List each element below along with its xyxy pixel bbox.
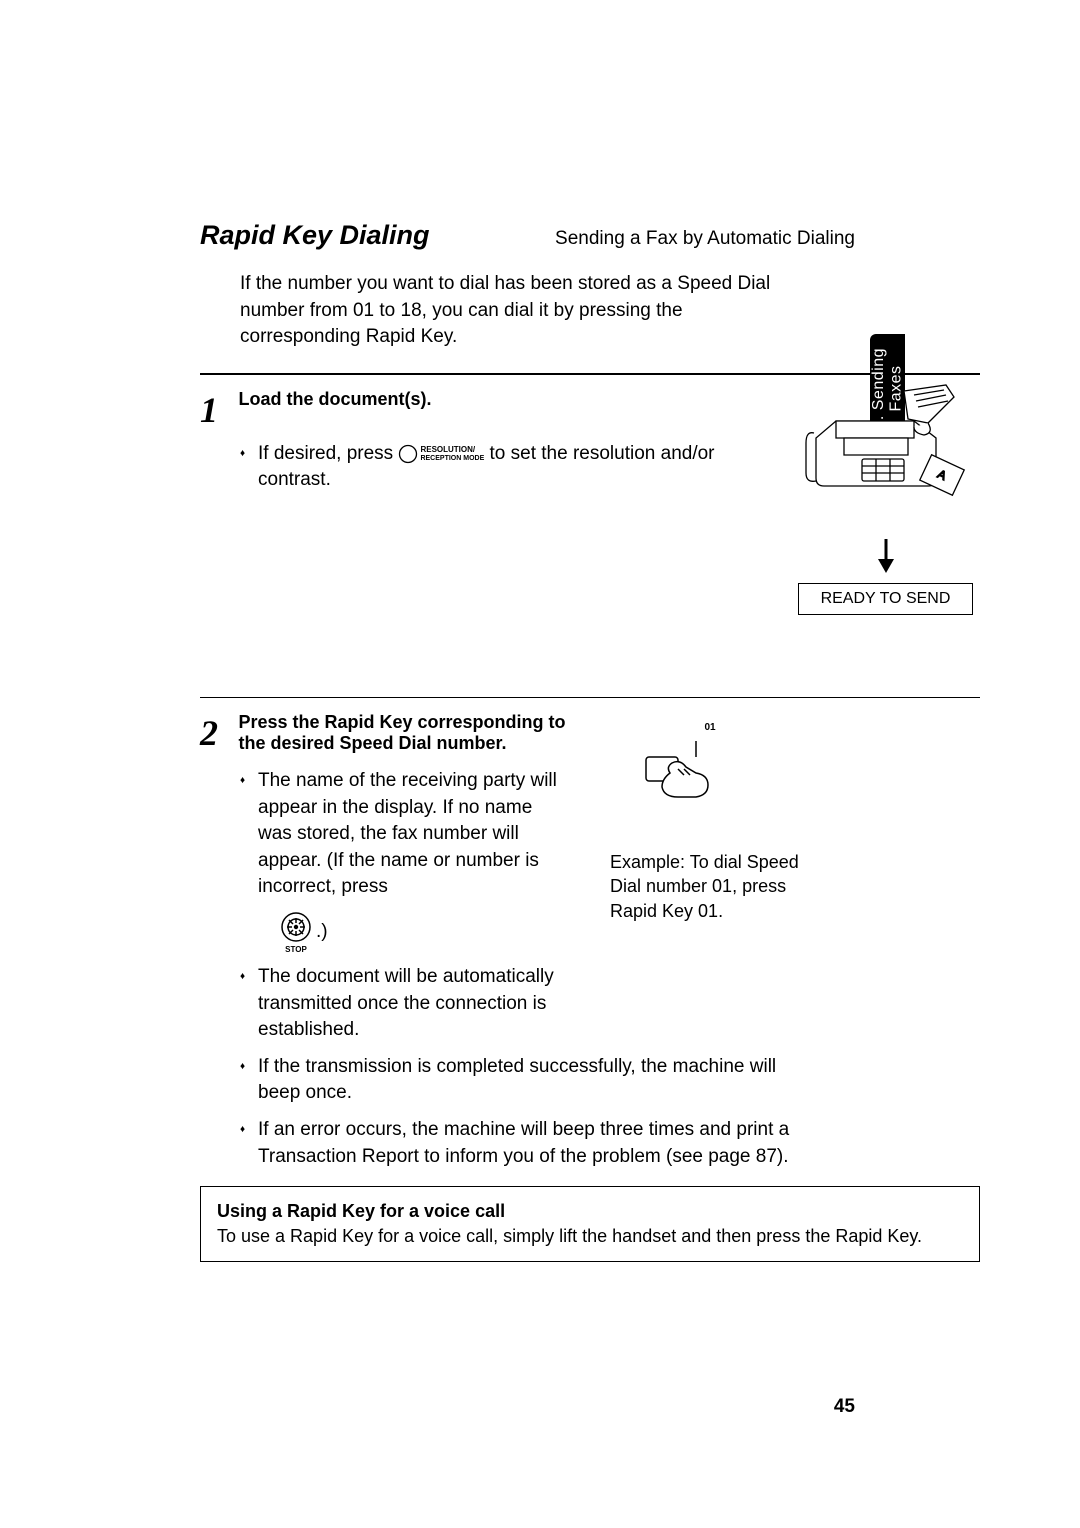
step-1-bullet-pre: If desired, press — [258, 443, 398, 464]
rapid-key-number-label: 01 — [610, 722, 810, 733]
intro-text: If the number you want to dial has been … — [240, 271, 800, 351]
page-header: Sending a Fax by Automatic Dialing — [555, 228, 855, 250]
step-2-number: 2 — [200, 712, 234, 754]
resolution-button-label: RESOLUTION/ RECEPTION MODE — [420, 446, 484, 462]
step-2-right-col: 01 Example: To d — [610, 722, 810, 923]
resolution-label-line2: RECEPTION MODE — [420, 455, 484, 462]
voice-call-note-body: To use a Rapid Key for a voice call, sim… — [217, 1224, 963, 1249]
voice-call-note: Using a Rapid Key for a voice call To us… — [200, 1186, 980, 1262]
fax-machine-illustration: A READY TO SEND — [796, 383, 976, 615]
stop-icon — [280, 911, 312, 943]
rapid-key-example: Example: To dial Speed Dial number 01, p… — [610, 850, 810, 923]
stop-label: STOP — [285, 945, 307, 954]
display-ready: READY TO SEND — [798, 583, 973, 615]
page-number: 45 — [834, 1396, 855, 1418]
voice-call-note-title: Using a Rapid Key for a voice call — [217, 1199, 963, 1224]
step-1-number: 1 — [200, 389, 234, 431]
step-2-bullet-4: If an error occurs, the machine will bee… — [240, 1117, 800, 1170]
arrow-down-icon — [796, 539, 976, 573]
step-1: 1 Load the document(s). If desired, pres… — [200, 375, 980, 697]
step-2-bullet-3: If the transmission is completed success… — [240, 1054, 800, 1107]
step-2: 2 Press the Rapid Key corresponding to t… — [200, 697, 980, 1281]
step-1-heading: Load the document(s). — [238, 389, 431, 409]
step-2-bullet-2: The document will be automatically trans… — [240, 964, 560, 1044]
rapid-key-illustration — [638, 739, 810, 814]
steps-container: 1 Load the document(s). If desired, pres… — [200, 373, 980, 1281]
resolution-button-icon: RESOLUTION/ RECEPTION MODE — [398, 444, 484, 464]
page: Sending a Fax by Automatic Dialing 2. Se… — [0, 0, 1080, 1528]
resolution-label-line1: RESOLUTION/ — [420, 445, 475, 454]
stop-tail: .) — [316, 921, 328, 943]
step-2-bullet-1: The name of the receiving party will app… — [240, 768, 560, 901]
step-1-bullet: If desired, press RESOLUTION/ RECEPTION … — [240, 441, 780, 494]
step-2-heading: Press the Rapid Key corresponding to the… — [238, 712, 578, 754]
